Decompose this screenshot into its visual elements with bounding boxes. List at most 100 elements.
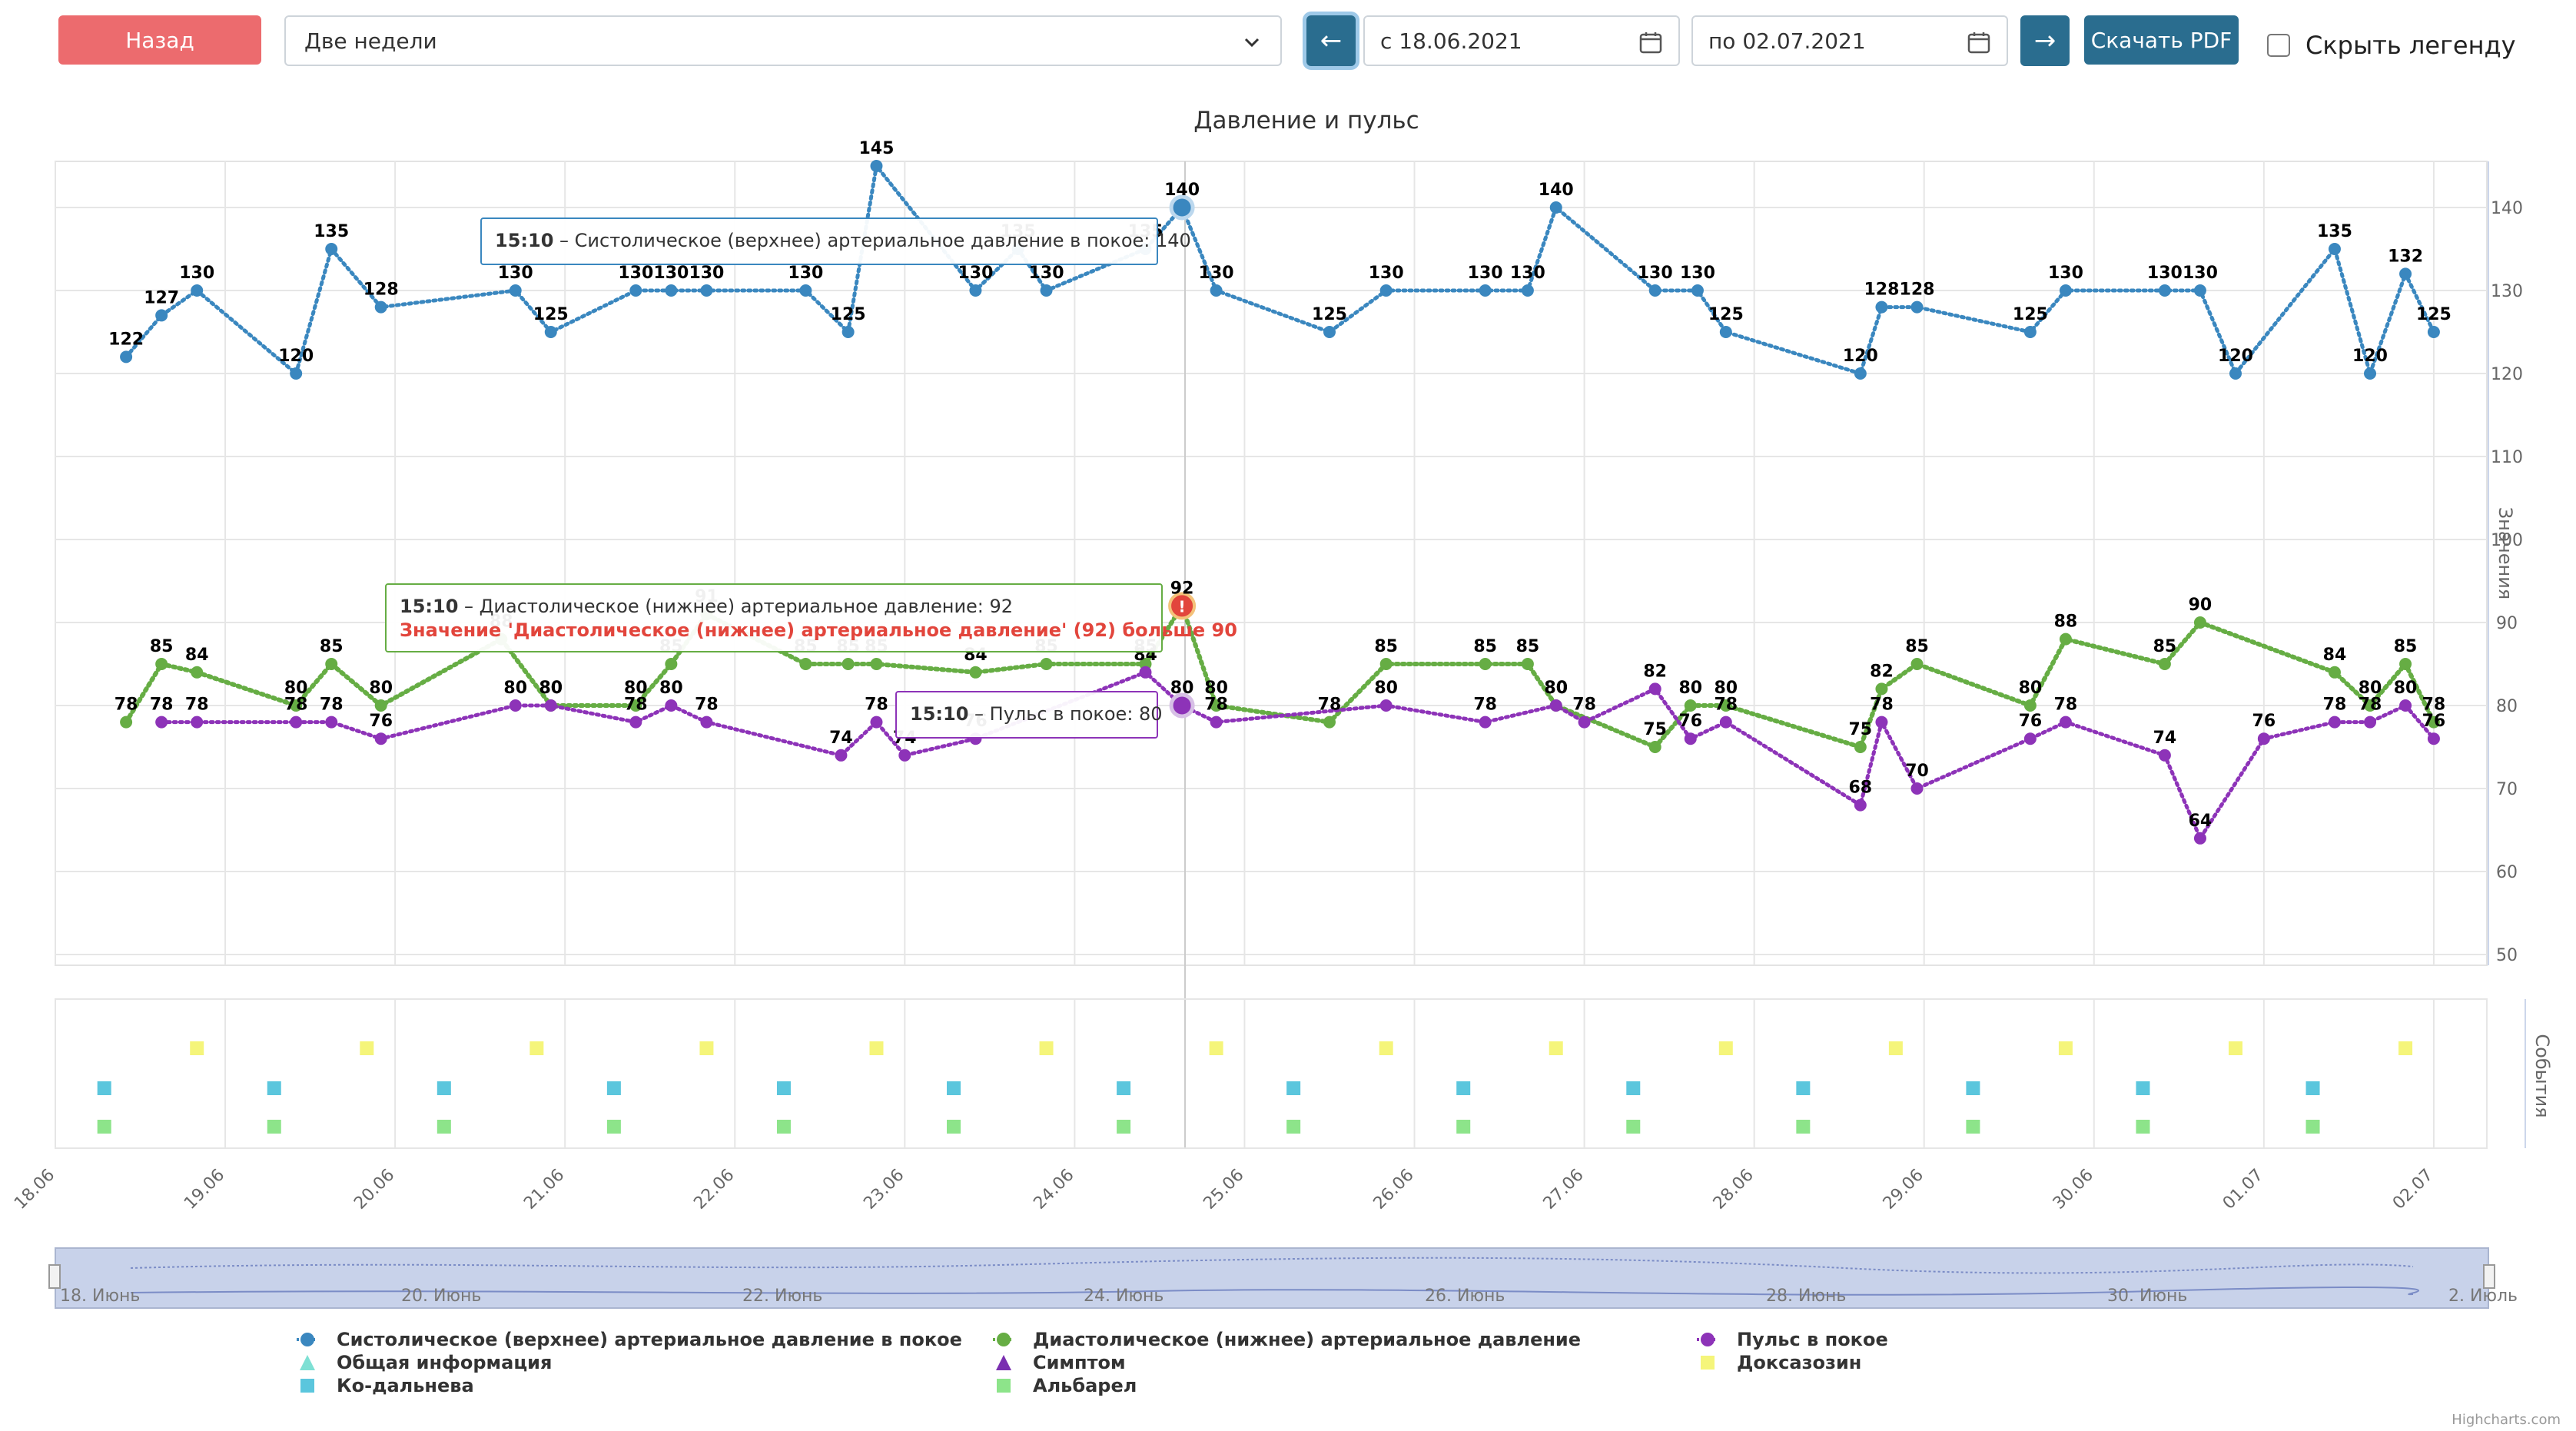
event-marker[interactable]	[2058, 1041, 2073, 1055]
data-point[interactable]	[325, 716, 338, 729]
data-point[interactable]	[969, 284, 982, 297]
legend-item[interactable]: Доксазозин	[1701, 1352, 1861, 1373]
navigator-handle-left[interactable]	[48, 1264, 61, 1289]
event-marker[interactable]	[1796, 1120, 1811, 1134]
event-marker[interactable]	[1626, 1120, 1641, 1134]
data-point[interactable]	[2059, 284, 2072, 297]
data-point[interactable]	[1549, 201, 1562, 214]
data-point[interactable]	[2399, 699, 2412, 712]
data-point[interactable]	[1139, 666, 1152, 679]
data-point[interactable]	[1323, 326, 1336, 338]
data-point[interactable]	[629, 699, 642, 712]
hide-legend-toggle[interactable]: Скрыть легенду	[2267, 31, 2516, 60]
event-marker[interactable]	[2136, 1081, 2150, 1095]
event-marker[interactable]	[437, 1081, 451, 1095]
data-point[interactable]	[2399, 267, 2412, 281]
event-marker[interactable]	[1966, 1120, 1980, 1134]
data-point[interactable]	[1521, 658, 1534, 670]
data-point[interactable]	[1875, 682, 1888, 696]
data-point[interactable]	[1578, 716, 1591, 729]
data-point[interactable]	[1854, 367, 1867, 380]
data-point[interactable]	[2059, 632, 2072, 646]
next-period-button[interactable]: →	[2020, 15, 2070, 66]
event-marker[interactable]	[699, 1041, 714, 1055]
data-point[interactable]	[325, 243, 338, 255]
data-point[interactable]	[700, 284, 713, 297]
event-marker[interactable]	[97, 1120, 111, 1134]
event-marker[interactable]	[2305, 1120, 2320, 1134]
prev-period-button[interactable]: ←	[1306, 15, 1356, 66]
calendar-icon[interactable]	[1967, 30, 1991, 55]
data-point[interactable]	[870, 716, 883, 729]
event-marker[interactable]	[437, 1120, 451, 1134]
legend-item[interactable]: Симптом	[996, 1352, 1126, 1373]
warning-point[interactable]	[1168, 592, 1197, 620]
data-point[interactable]	[2427, 732, 2440, 745]
event-marker[interactable]	[869, 1041, 884, 1055]
data-point[interactable]	[1549, 699, 1562, 712]
data-point[interactable]	[1854, 799, 1867, 812]
data-point[interactable]	[544, 326, 557, 338]
event-marker[interactable]	[606, 1081, 621, 1095]
data-point[interactable]	[2023, 732, 2037, 745]
navigator-handle-right[interactable]	[2483, 1264, 2495, 1289]
calendar-icon[interactable]	[1638, 30, 1663, 55]
data-point[interactable]	[1379, 699, 1393, 712]
data-point[interactable]	[1379, 284, 1393, 297]
data-point[interactable]	[1379, 658, 1393, 670]
data-point[interactable]	[2193, 284, 2206, 297]
event-marker[interactable]	[190, 1041, 204, 1055]
data-point[interactable]	[1854, 741, 1867, 753]
data-point[interactable]	[2158, 749, 2171, 762]
data-point[interactable]	[1479, 716, 1492, 729]
event-marker[interactable]	[2398, 1041, 2413, 1055]
data-point[interactable]	[374, 732, 387, 745]
data-point[interactable]	[1719, 716, 1732, 729]
data-point[interactable]	[2328, 666, 2341, 679]
data-point[interactable]	[325, 658, 338, 670]
data-point[interactable]	[1910, 658, 1924, 670]
data-point[interactable]	[2023, 326, 2037, 338]
event-marker[interactable]	[1117, 1120, 1131, 1134]
legend-item[interactable]: Общая информация	[300, 1352, 552, 1373]
data-point[interactable]	[191, 284, 204, 297]
data-point[interactable]	[1910, 300, 1924, 314]
data-point[interactable]	[1040, 658, 1053, 670]
data-point[interactable]	[898, 749, 911, 762]
data-point[interactable]	[2364, 367, 2377, 380]
download-pdf-button[interactable]: Скачать PDF	[2084, 15, 2239, 65]
period-select[interactable]: Две недели	[284, 15, 1282, 66]
hovered-point[interactable]	[1169, 194, 1195, 221]
data-point[interactable]	[1875, 300, 1888, 314]
data-point[interactable]	[2364, 699, 2377, 712]
date-from-input[interactable]: с 18.06.2021	[1363, 15, 1680, 66]
data-point[interactable]	[155, 716, 168, 729]
event-marker[interactable]	[97, 1081, 111, 1095]
event-marker[interactable]	[947, 1120, 961, 1134]
data-point[interactable]	[799, 284, 812, 297]
legend-item[interactable]: Пульс в покое	[1697, 1329, 1888, 1350]
event-marker[interactable]	[1626, 1081, 1641, 1095]
data-point[interactable]	[1691, 284, 1704, 297]
event-marker[interactable]	[360, 1041, 374, 1055]
data-point[interactable]	[2229, 367, 2242, 380]
data-point[interactable]	[155, 309, 168, 322]
data-point[interactable]	[1210, 284, 1223, 297]
event-marker[interactable]	[529, 1041, 544, 1055]
data-point[interactable]	[842, 658, 855, 670]
data-point[interactable]	[969, 666, 982, 679]
data-point[interactable]	[665, 284, 678, 297]
back-button[interactable]: Назад	[58, 15, 261, 65]
data-point[interactable]	[1323, 716, 1336, 729]
event-marker[interactable]	[1039, 1041, 1054, 1055]
data-point[interactable]	[1210, 699, 1223, 712]
data-point[interactable]	[700, 716, 713, 729]
data-point[interactable]	[2427, 716, 2440, 729]
data-point[interactable]	[1479, 658, 1492, 670]
data-point[interactable]	[2328, 716, 2341, 729]
data-point[interactable]	[1210, 716, 1223, 729]
data-point[interactable]	[629, 716, 642, 729]
event-marker[interactable]	[1888, 1041, 1903, 1055]
event-marker[interactable]	[606, 1120, 621, 1134]
data-point[interactable]	[842, 326, 855, 338]
